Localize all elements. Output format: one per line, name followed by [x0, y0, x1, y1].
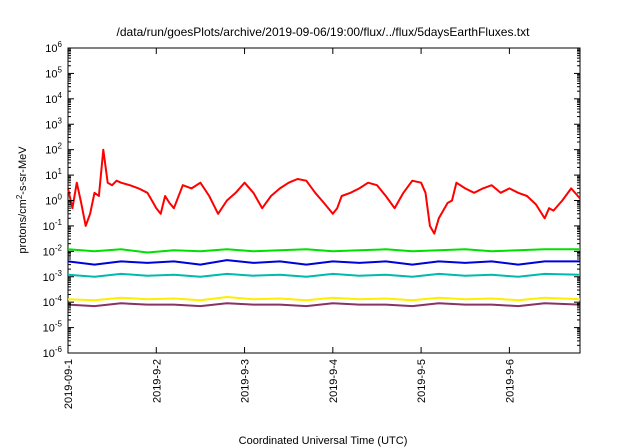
series-line-2 [67, 259, 580, 266]
y-tick-label: 101 [45, 167, 62, 182]
y-axis: 10-6 10-5 10-4 10-3 10-2 10-1 100 101 102 103 104 1… [43, 40, 580, 360]
x-tick-label: 2019-9-5 [416, 359, 428, 403]
y-axis-label: protons/cm2-s-sr-MeV [15, 146, 29, 254]
y-tick-label: 102 [45, 142, 62, 157]
series-line-0 [67, 148, 581, 235]
y-tick-label: 100 [45, 193, 62, 208]
y-tick-label: 10-4 [43, 294, 63, 309]
y-tick-label: 103 [45, 116, 62, 131]
y-tick-label: 10-6 [43, 345, 63, 360]
x-tick-label: 2019-9-6 [504, 359, 516, 403]
x-axis-label: Coordinated Universal Time (UTC) [239, 435, 408, 447]
y-tick-label: 10-3 [43, 269, 63, 284]
series-line-5 [67, 302, 581, 308]
series-layer [67, 148, 581, 308]
chart-title: /data/run/goesPlots/archive/2019-09-06/1… [117, 25, 531, 39]
y-tick-label: 10-1 [43, 218, 63, 233]
y-tick-label: 10-2 [43, 243, 63, 258]
x-tick-label: 2019-9-2 [151, 359, 163, 403]
y-tick-label: 106 [45, 40, 62, 55]
series-line-3 [67, 272, 581, 278]
x-tick-label: 2019-9-4 [328, 359, 340, 403]
y-tick-label: 10-5 [43, 320, 63, 335]
series-line-1 [67, 248, 580, 254]
x-tick-label: 2019-09-1 [63, 359, 75, 409]
plot-frame [67, 47, 581, 354]
x-axis: 2019-09-1 2019-9-2 2019-9-3 2019-9-4 2019-9-… [63, 48, 516, 409]
y-tick-label: 105 [45, 65, 62, 80]
series-line-4 [67, 296, 581, 302]
y-tick-label: 104 [45, 91, 62, 106]
x-tick-label: 2019-9-3 [240, 359, 252, 403]
